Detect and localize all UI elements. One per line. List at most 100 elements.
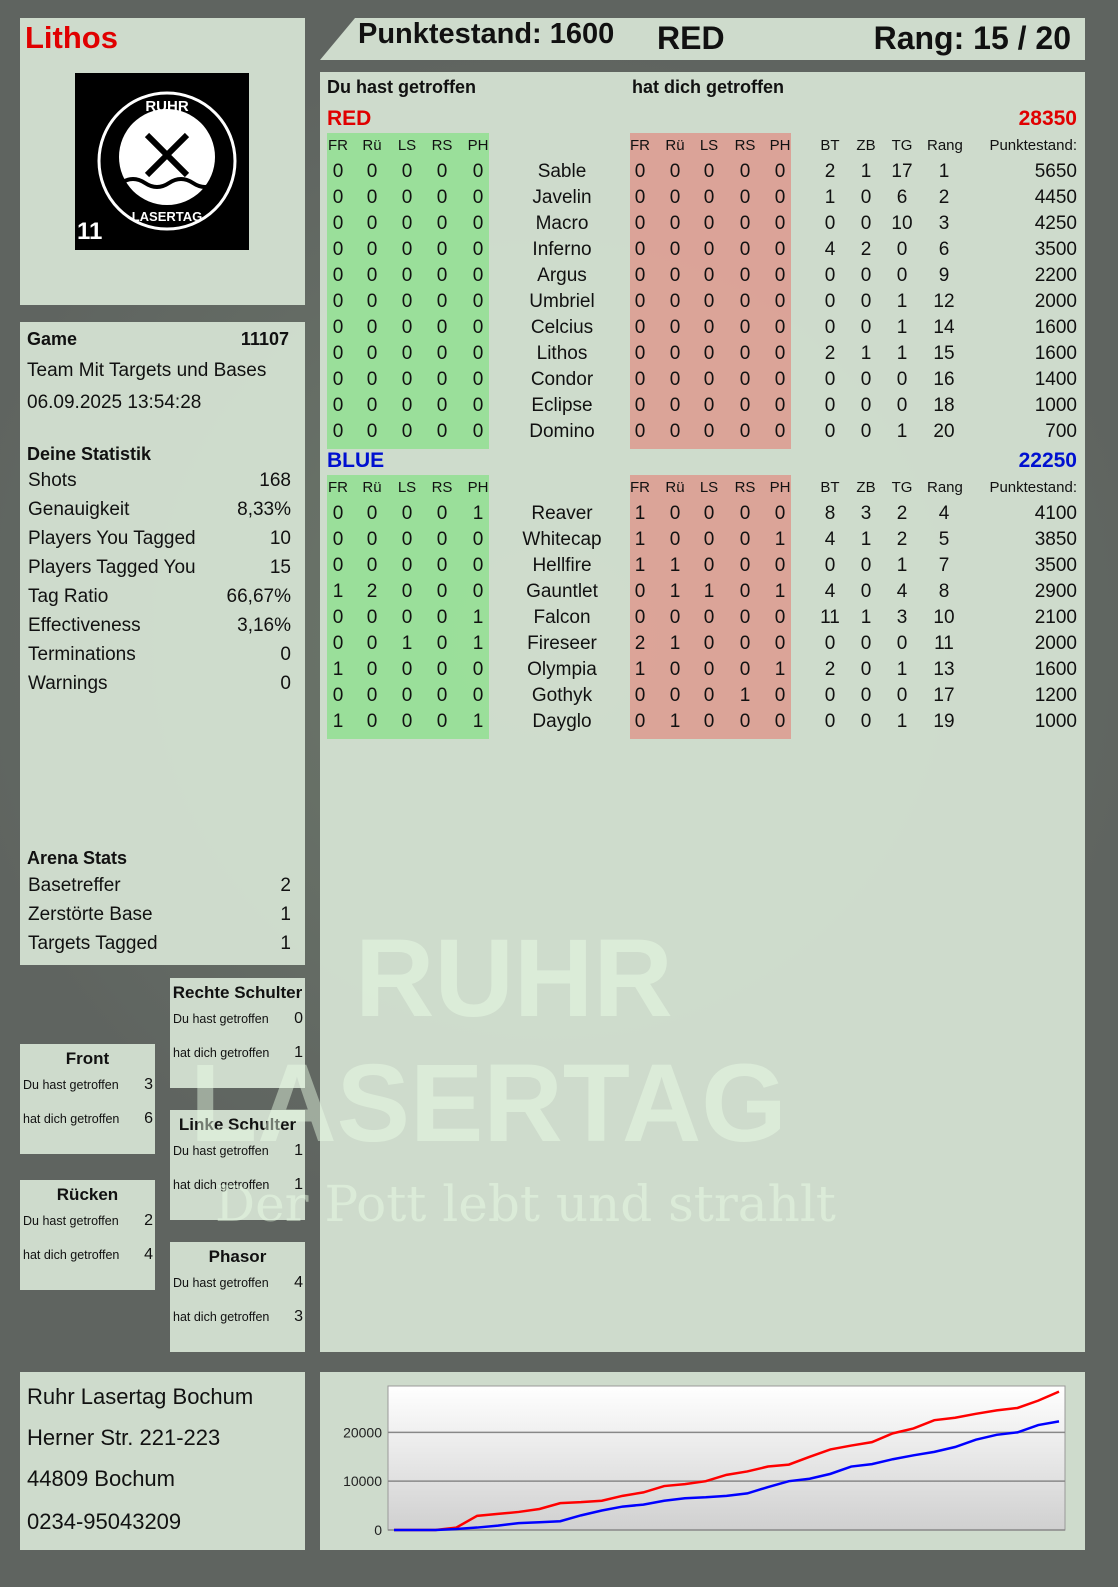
column-header: Rü [665, 137, 685, 154]
zone-got-value: 4 [144, 1246, 153, 1263]
player-row: 1 2 0 0 0 Gauntlet 0 1 1 0 1 4 0 4 8 2900 [320, 581, 1085, 607]
hit-you-cell: 0 [703, 161, 715, 182]
you-hit-cell: 0 [401, 555, 413, 576]
you-hit-cell: 0 [401, 529, 413, 550]
bt-cell: 11 [820, 607, 840, 628]
you-hit-cell: 0 [366, 213, 378, 234]
hit-zone-box: Rücken Du hast getroffen 2 hat dich getroff… [20, 1180, 155, 1290]
you-hit-cell: 0 [332, 239, 344, 260]
hit-you-cell: 0 [739, 581, 751, 602]
you-hit-cell: 0 [401, 421, 413, 442]
hit-zone-box: Phasor Du hast getroffen 4 hat dich getroff… [170, 1242, 305, 1352]
zone-title: Linke Schulter [178, 1115, 297, 1134]
hit-you-cell: 0 [669, 395, 681, 416]
you-hit-cell: 1 [401, 633, 413, 654]
player-name-cell: Hellfire [532, 555, 592, 576]
rank-cell: 17 [933, 685, 955, 706]
you-hit-cell: 0 [401, 343, 413, 364]
you-hit-cell: 0 [366, 711, 378, 732]
hit-you-cell: 1 [774, 581, 786, 602]
score-cell: 1600 [1034, 343, 1077, 364]
zone-title: Phasor [208, 1247, 267, 1266]
you-hit-cell: 0 [472, 213, 484, 234]
column-header: Punktestand: [989, 479, 1077, 496]
team-score: 22250 [1018, 449, 1077, 472]
zb-cell: 0 [860, 395, 872, 416]
zone-title: Rücken [56, 1185, 119, 1204]
player-name-cell: Javelin [532, 187, 592, 208]
hit-you-cell: 0 [774, 291, 786, 312]
red-team-line [394, 1390, 1060, 1532]
you-hit-cell: 0 [472, 317, 484, 338]
player-row: 0 0 0 0 0 Javelin 0 0 0 0 0 1 0 6 2 4450 [320, 187, 1085, 213]
zb-cell: 0 [860, 555, 872, 576]
player-name-cell: Gauntlet [526, 581, 598, 602]
blue-team-line [394, 1420, 1060, 1532]
hit-you-cell: 0 [634, 685, 646, 706]
hit-you-cell: 0 [669, 529, 681, 550]
you-hit-cell: 0 [436, 317, 448, 338]
you-hit-cell: 0 [332, 265, 344, 286]
hit-you-cell: 0 [703, 607, 715, 628]
zone-got-value: 1 [294, 1044, 303, 1061]
you-hit-cell: 0 [401, 161, 413, 182]
player-name-cell: Eclipse [531, 395, 593, 416]
hit-you-band [630, 475, 791, 739]
column-header: PH [769, 479, 791, 496]
you-hit-cell: 0 [472, 161, 484, 182]
you-hit-header: Du hast getroffen [327, 77, 477, 97]
you-hit-cell: 0 [401, 187, 413, 208]
hit-you-cell: 0 [634, 581, 646, 602]
player-row: 0 0 0 0 1 Falcon 0 0 0 0 0 11 1 3 10 2100 [320, 607, 1085, 633]
rank-cell: 12 [933, 291, 955, 312]
address-line: Herner Str. 221-223 [27, 1425, 221, 1450]
you-hit-cell: 0 [332, 503, 344, 524]
hit-you-cell: 0 [774, 161, 786, 182]
score-cell: 4100 [1034, 503, 1077, 524]
address-line: Ruhr Lasertag Bochum [27, 1384, 254, 1409]
you-hit-cell: 0 [366, 421, 378, 442]
zone-hit-value: 4 [294, 1274, 303, 1291]
zb-cell: 1 [860, 161, 872, 182]
player-row: 0 0 0 0 0 Whitecap 1 0 0 0 1 4 1 2 5 3850 [320, 529, 1085, 555]
you-hit-cell: 0 [436, 659, 448, 680]
tg-cell: 17 [891, 161, 913, 182]
plot-area [387, 1385, 1066, 1531]
tg-cell: 1 [896, 711, 908, 732]
hit-you-cell: 0 [703, 633, 715, 654]
you-hit-cell: 0 [436, 395, 448, 416]
zb-cell: 0 [860, 317, 872, 338]
zb-cell: 1 [860, 343, 872, 364]
you-hit-cell: 0 [332, 633, 344, 654]
you-hit-band [327, 133, 489, 449]
rank-cell: 16 [933, 369, 955, 390]
hit-you-cell: 0 [634, 395, 646, 416]
hit-you-cell: 0 [774, 685, 786, 706]
column-header: Rü [362, 137, 382, 154]
bt-cell: 1 [824, 187, 836, 208]
player-row: 0 0 0 0 0 Eclipse 0 0 0 0 0 0 0 0 18 1000 [320, 395, 1085, 421]
column-header: RS [734, 479, 756, 496]
you-hit-cell: 0 [366, 239, 378, 260]
rank-cell: 20 [933, 421, 955, 442]
hit-you-cell: 0 [774, 555, 786, 576]
player-name-cell: Condor [530, 369, 594, 390]
game-mode: Team Mit Targets und Bases [27, 360, 267, 381]
player-name-cell: Whitecap [522, 529, 602, 550]
rank-cell: 8 [938, 581, 950, 602]
hit-you-cell: 1 [774, 659, 786, 680]
you-hit-cell: 0 [366, 395, 378, 416]
column-header: PH [769, 137, 791, 154]
you-hit-cell: 0 [436, 161, 448, 182]
hit-you-cell: 0 [739, 161, 751, 182]
player-row: 0 0 0 0 0 Umbriel 0 0 0 0 0 0 0 1 12 2000 [320, 291, 1085, 317]
rank-cell: 14 [933, 317, 955, 338]
you-hit-cell: 2 [366, 581, 378, 602]
column-header: Punktestand: [989, 137, 1077, 154]
you-hit-cell: 0 [332, 555, 344, 576]
stat-label: Players Tagged You [28, 557, 196, 578]
you-hit-cell: 0 [332, 421, 344, 442]
hit-you-cell: 0 [634, 369, 646, 390]
stat-label: Terminations [28, 644, 136, 665]
zone-hit-label: Du hast getroffen [173, 1276, 269, 1290]
